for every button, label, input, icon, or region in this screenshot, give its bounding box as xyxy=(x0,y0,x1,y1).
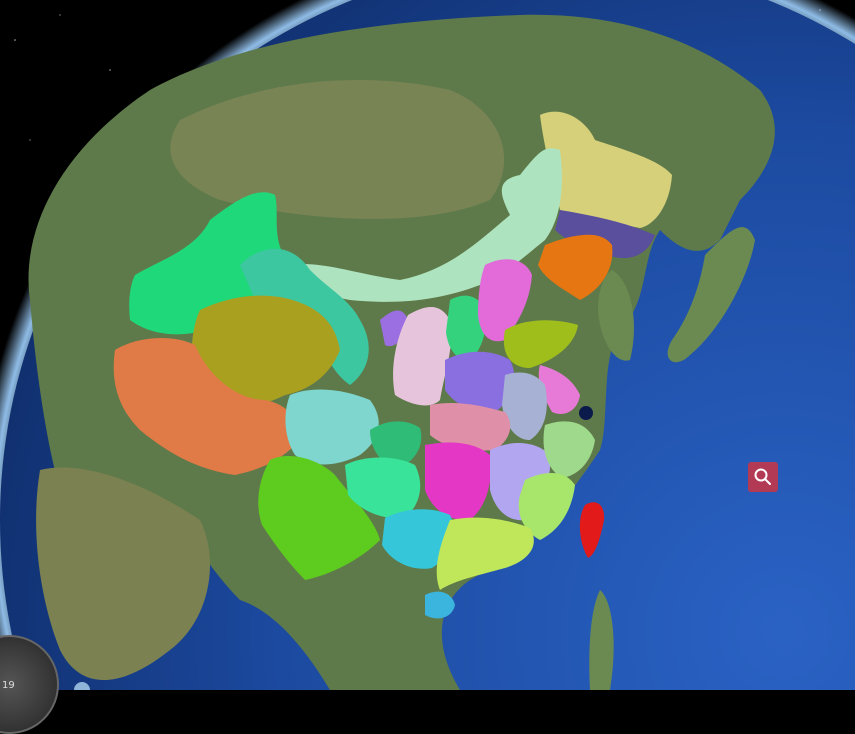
province-taiwan[interactable] xyxy=(579,502,605,558)
province-jiangsu[interactable] xyxy=(538,365,580,415)
search-button[interactable] xyxy=(748,462,778,492)
landmass-philippines xyxy=(589,590,614,690)
province-hubei[interactable] xyxy=(430,402,511,451)
province-anhui[interactable] xyxy=(502,372,547,440)
province-hunan[interactable] xyxy=(425,442,491,521)
province-zhejiang[interactable] xyxy=(543,421,595,478)
province-hainan[interactable] xyxy=(425,591,455,619)
province-guangdong[interactable] xyxy=(436,517,534,590)
globe-viewer[interactable] xyxy=(0,0,855,690)
china-provinces xyxy=(113,111,672,619)
landmass-steppe xyxy=(170,80,505,219)
province-shanxi[interactable] xyxy=(446,295,486,361)
province-chongqing[interactable] xyxy=(370,421,422,468)
province-henan[interactable] xyxy=(445,351,515,413)
province-shandong[interactable] xyxy=(503,320,578,368)
province-fujian[interactable] xyxy=(518,473,575,540)
nav-dot-icon[interactable] xyxy=(74,682,90,690)
province-liaoning[interactable] xyxy=(538,234,613,300)
province-shaanxi[interactable] xyxy=(393,306,452,406)
landmass-india xyxy=(36,467,210,680)
search-icon xyxy=(754,468,771,485)
province-hebei[interactable] xyxy=(478,259,532,342)
province-guangxi[interactable] xyxy=(382,509,455,569)
compass-label: 19 xyxy=(2,680,15,691)
province-tibet[interactable] xyxy=(113,338,297,475)
province-guizhou[interactable] xyxy=(345,457,421,519)
province-jilin[interactable] xyxy=(555,210,655,259)
province-yunnan[interactable] xyxy=(258,455,380,580)
landmass-japan xyxy=(667,227,755,363)
province-shanghai[interactable] xyxy=(579,406,593,420)
province-qinghai[interactable] xyxy=(192,295,340,405)
landmass-korea xyxy=(598,270,634,361)
province-heilongjiang[interactable] xyxy=(540,111,672,228)
province-sichuan[interactable] xyxy=(285,389,379,465)
